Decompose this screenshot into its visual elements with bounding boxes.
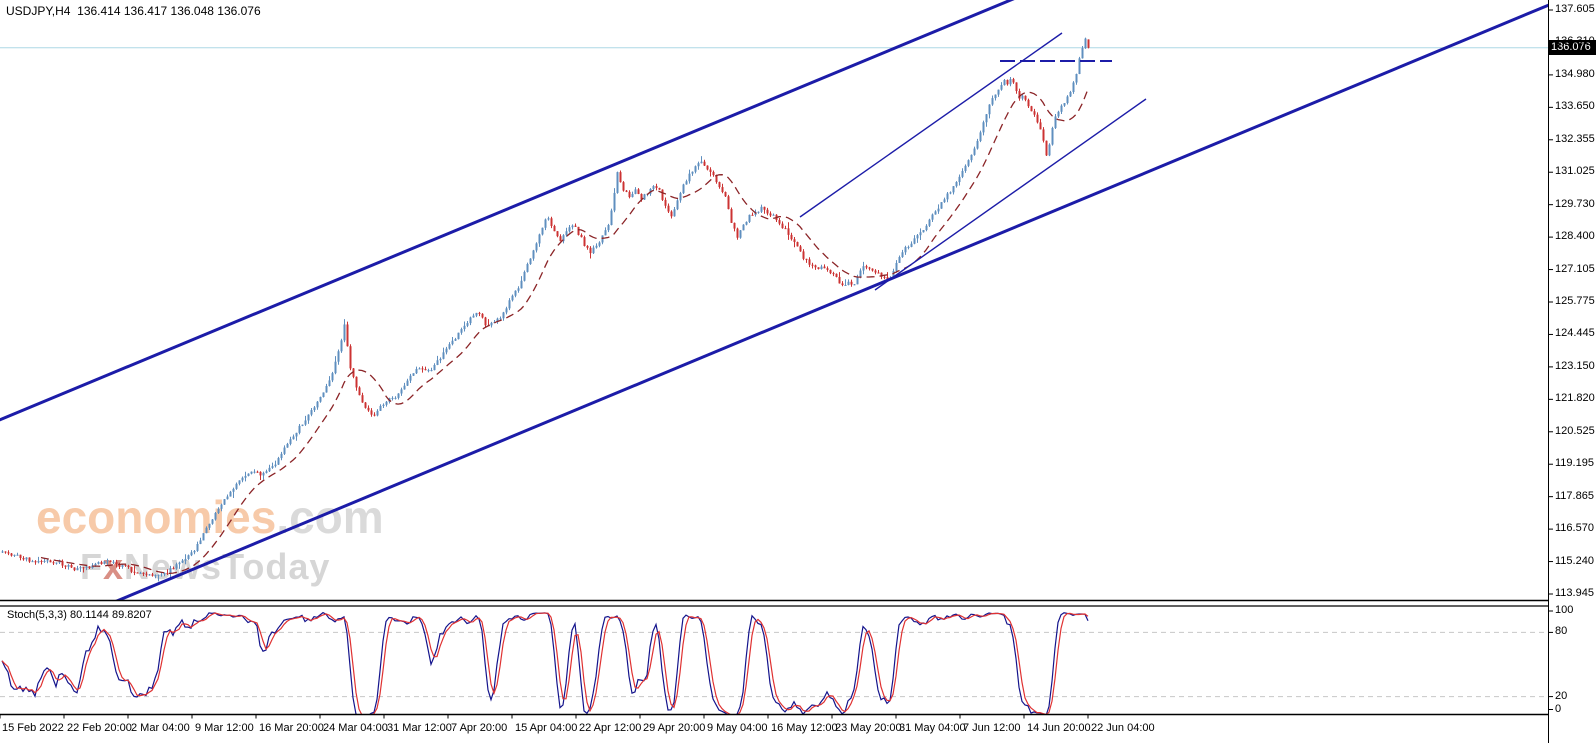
wedge-upper-line[interactable] <box>799 32 1063 218</box>
channel-upper-line[interactable] <box>0 0 1030 428</box>
watermark-sub-f: F <box>80 546 103 587</box>
current-price-badge: 136.076 <box>1549 40 1596 55</box>
chart-title: USDJPY,H4 136.414 136.417 136.048 136.07… <box>6 4 261 18</box>
stoch-plot-area[interactable] <box>0 611 1548 717</box>
moving-average-line <box>40 88 1089 575</box>
watermark-x-logo: x <box>103 546 125 587</box>
watermark-brand: economies.com <box>36 490 384 544</box>
candles <box>1 37 1090 582</box>
watermark-brand-text: economies <box>36 491 277 543</box>
channel-lower-line[interactable] <box>100 0 1580 608</box>
stoch-signal-line <box>1 612 1089 715</box>
stoch-indicator-label: Stoch(5,3,3) 80.1144 89.8207 <box>7 609 152 621</box>
stoch-main-line <box>1 611 1089 715</box>
wedge-lower-line[interactable] <box>874 98 1147 291</box>
main-plot-area[interactable] <box>0 0 1580 608</box>
watermark-tld-text: .com <box>276 491 384 543</box>
